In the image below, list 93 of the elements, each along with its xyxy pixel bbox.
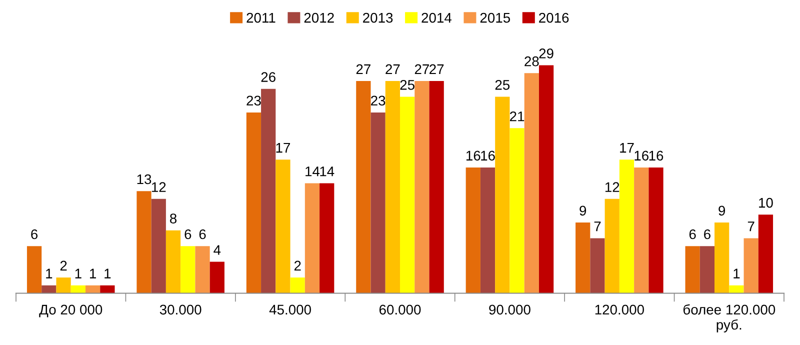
bar bbox=[261, 88, 276, 294]
data-label: 17 bbox=[276, 143, 290, 153]
data-label: 6 bbox=[31, 229, 38, 240]
data-label: 21 bbox=[510, 111, 524, 122]
data-label: 14 bbox=[320, 166, 334, 176]
data-label: 6 bbox=[184, 229, 192, 240]
x-tick-label: более 120.000 руб. bbox=[683, 304, 776, 332]
data-label: 16 bbox=[481, 150, 495, 161]
bar bbox=[729, 285, 744, 294]
data-label: 27 bbox=[356, 64, 370, 74]
bar bbox=[276, 160, 290, 294]
data-label: 16 bbox=[634, 150, 648, 161]
data-label: 9 bbox=[580, 206, 586, 216]
data-label: 12 bbox=[605, 182, 620, 192]
bar bbox=[700, 246, 715, 294]
data-label: 27 bbox=[414, 64, 429, 74]
bar bbox=[685, 246, 700, 294]
data-label: 1 bbox=[734, 268, 740, 278]
data-label: 14 bbox=[306, 166, 320, 176]
bar bbox=[320, 183, 334, 294]
bar bbox=[356, 81, 371, 294]
data-label: 12 bbox=[152, 182, 166, 192]
bar bbox=[604, 198, 620, 294]
bar bbox=[26, 246, 42, 294]
data-label: 16 bbox=[466, 150, 480, 161]
bar bbox=[195, 246, 210, 294]
x-tick-label: 45.000 bbox=[269, 304, 311, 315]
data-label: 6 bbox=[704, 229, 710, 240]
bar bbox=[480, 167, 496, 294]
bar bbox=[290, 278, 305, 294]
data-label: 1 bbox=[104, 268, 111, 278]
data-label: 29 bbox=[539, 48, 554, 58]
data-label: 26 bbox=[261, 72, 276, 82]
bar bbox=[648, 167, 664, 294]
bar bbox=[744, 238, 758, 294]
data-label: 10 bbox=[759, 198, 773, 208]
data-label: 2 bbox=[294, 260, 301, 270]
bar bbox=[634, 167, 649, 294]
bar bbox=[166, 230, 181, 294]
data-label: 1 bbox=[75, 268, 82, 278]
data-label: 27 bbox=[386, 64, 400, 74]
legend-label: 2013 bbox=[363, 12, 393, 23]
data-label: 7 bbox=[594, 222, 601, 232]
data-label: 9 bbox=[718, 206, 726, 216]
data-label: 13 bbox=[137, 174, 152, 184]
bar bbox=[758, 214, 774, 294]
data-label: 2 bbox=[60, 260, 67, 270]
bar bbox=[619, 160, 634, 294]
bar bbox=[385, 81, 400, 294]
bar bbox=[400, 96, 415, 294]
bar bbox=[510, 128, 524, 294]
bar bbox=[714, 222, 730, 294]
data-label: 6 bbox=[199, 229, 206, 240]
bar bbox=[151, 198, 166, 294]
data-label: 23 bbox=[246, 96, 261, 106]
x-tick-label: 30.000 bbox=[160, 304, 202, 315]
x-tick-label: 90.000 bbox=[489, 304, 530, 315]
data-label: 6 bbox=[689, 229, 696, 240]
bar bbox=[56, 278, 71, 294]
data-label: 1 bbox=[90, 268, 96, 278]
data-label: 25 bbox=[495, 80, 510, 90]
x-tick-label: До 20 000 bbox=[39, 304, 102, 318]
data-label: 23 bbox=[371, 96, 386, 106]
bar bbox=[180, 246, 196, 294]
x-tick-label: 120.000 bbox=[595, 304, 644, 315]
data-label: 4 bbox=[214, 245, 221, 255]
legend-label: 2011 bbox=[246, 12, 276, 23]
bar bbox=[538, 65, 554, 294]
data-label: 1 bbox=[46, 268, 52, 278]
data-label: 7 bbox=[748, 222, 754, 232]
data-label: 27 bbox=[430, 64, 444, 74]
bar bbox=[466, 167, 480, 294]
data-label: 16 bbox=[649, 150, 664, 161]
bar bbox=[414, 81, 430, 294]
data-label: 28 bbox=[524, 56, 539, 66]
bar bbox=[246, 112, 262, 294]
bar bbox=[304, 183, 320, 294]
legend-label: 2015 bbox=[480, 12, 510, 23]
legend-label: 2016 bbox=[539, 12, 569, 23]
bar bbox=[136, 191, 152, 294]
bar bbox=[429, 81, 444, 294]
legend-label: 2014 bbox=[422, 12, 452, 23]
data-label: 17 bbox=[620, 143, 634, 153]
bar bbox=[576, 222, 590, 294]
bar bbox=[590, 238, 605, 294]
bar bbox=[210, 262, 224, 294]
bar bbox=[524, 73, 539, 294]
x-tick-label: 60.000 bbox=[379, 304, 421, 315]
bar bbox=[495, 96, 510, 294]
data-label: 8 bbox=[170, 214, 177, 224]
legend-label: 2012 bbox=[304, 12, 334, 23]
data-label: 25 bbox=[400, 80, 414, 90]
bar bbox=[370, 112, 386, 294]
